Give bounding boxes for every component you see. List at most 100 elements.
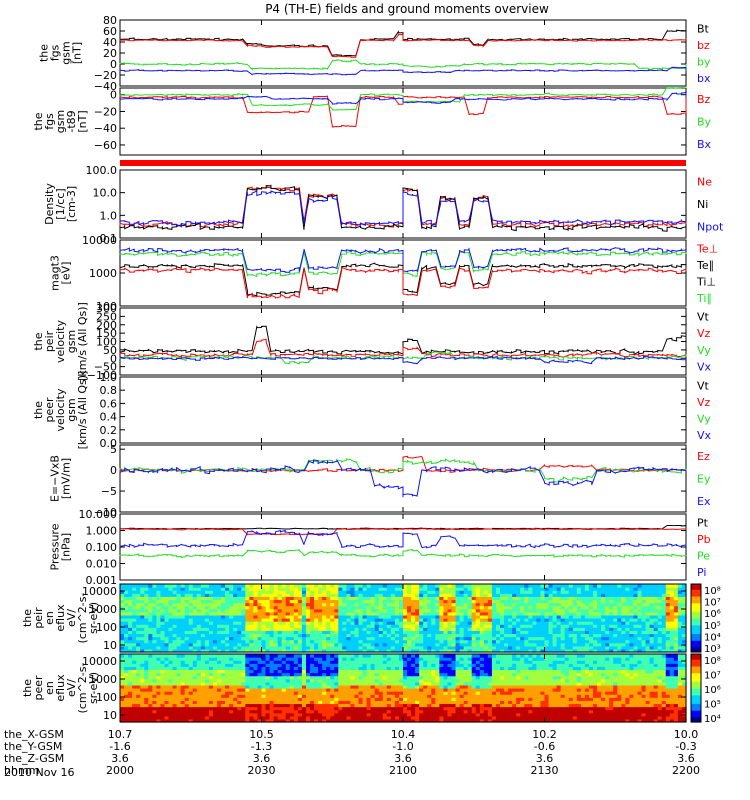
spectrogram-cell [261, 614, 267, 619]
spectrogram-cell [358, 663, 364, 667]
spectrogram-cell [508, 633, 513, 638]
spectrogram-cell [172, 636, 178, 641]
spectrogram-cell [188, 621, 194, 625]
spectrogram-cell [580, 590, 586, 594]
spectrogram-cell [536, 636, 542, 641]
spectrogram-cell [318, 660, 323, 664]
spectrogram-cell [597, 614, 602, 619]
spectrogram-cell [584, 602, 590, 607]
spectrogram-cell [160, 700, 166, 705]
spectrogram-cell [326, 666, 331, 671]
spectrogram-cell [148, 709, 153, 714]
spectrogram-cell [669, 624, 675, 628]
spectrogram-cell [229, 590, 234, 594]
spectrogram-cell [314, 584, 319, 588]
spectrogram-cell [479, 590, 485, 594]
spectrogram-cell [637, 584, 643, 588]
spectrogram-cell [140, 684, 145, 689]
spectrogram-cell [212, 691, 218, 695]
spectrogram-cell [273, 718, 279, 723]
spectrogram-cell [245, 709, 250, 714]
spectrogram-cell [334, 703, 339, 708]
spectrogram-cell [354, 639, 360, 644]
y-tick-label: −60 [94, 139, 117, 152]
spectrogram-cell [601, 621, 606, 625]
spectrogram-cell [467, 584, 473, 588]
spectrogram-cell [544, 596, 550, 601]
spectrogram-cell [556, 636, 562, 641]
spectrogram-cell [532, 614, 538, 619]
spectrogram-cell [120, 605, 125, 610]
spectrogram-cell [245, 630, 250, 635]
spectrogram-cell [301, 663, 307, 667]
spectrogram-cell [378, 618, 384, 622]
spectrogram-cell [221, 608, 226, 613]
spectrogram-cell [148, 642, 153, 647]
spectrogram-cell [152, 593, 157, 597]
y-tick-label: 0.1 [100, 232, 118, 245]
spectrogram-cell [120, 709, 125, 714]
spectrogram-cell [394, 684, 400, 689]
spectrogram-cell [471, 608, 477, 613]
spectrogram-cell [649, 627, 655, 631]
spectrogram-cell [330, 630, 335, 635]
spectrogram-cell [301, 602, 307, 607]
spectrogram-cell [208, 630, 214, 635]
spectrogram-cell [152, 700, 157, 705]
spectrogram-cell [649, 602, 655, 607]
legend-label-pe: Pe [697, 549, 710, 562]
y-tick-label: 5 [110, 443, 117, 456]
spectrogram-cell [362, 593, 368, 597]
spectrogram-cell [657, 648, 663, 653]
spectrogram-cell [394, 691, 400, 695]
spectrogram-cell [374, 621, 380, 625]
spectrogram-cell [180, 654, 186, 658]
spectrogram-cell [528, 584, 533, 588]
spectrogram-cell [625, 636, 630, 641]
spectrogram-cell [564, 602, 570, 607]
spectrogram-cell [269, 605, 275, 610]
series-by-line [119, 59, 687, 71]
spectrogram-cell [241, 678, 246, 683]
spectrogram-cell [265, 648, 271, 653]
spectrogram-cell [148, 614, 153, 619]
spectrogram-cell [548, 636, 554, 641]
y-axis-label-line: the [32, 332, 45, 350]
spectrogram-cell [548, 593, 554, 597]
spectrogram-cell [411, 596, 416, 601]
spectrogram-cell [645, 636, 651, 641]
spectrogram-cell [435, 621, 440, 625]
spectrogram-cell [576, 593, 582, 597]
y-tick-label: 10 [103, 639, 117, 652]
spectrogram-cell [370, 587, 376, 591]
spectrogram-cell [394, 584, 400, 588]
spectrogram-cell [394, 654, 400, 658]
spectrogram-cell [281, 590, 287, 594]
spectrogram-cell [314, 703, 319, 708]
spectrogram-cell [310, 611, 315, 616]
y-tick-label: −5 [101, 485, 117, 498]
spectrogram-cell [204, 587, 210, 591]
spectrogram-cell [467, 611, 473, 616]
series-vt-line [119, 325, 687, 356]
spectrogram-cell [605, 614, 610, 619]
spectrogram-cell [314, 706, 319, 711]
spectrogram-cell [588, 621, 594, 625]
spectrogram-cell [330, 675, 335, 680]
spectrogram-cell [500, 621, 505, 625]
spectrogram-cell [447, 596, 453, 601]
spectrogram-cell [318, 584, 323, 588]
spectrogram-cell [411, 642, 416, 647]
spectrogram-cell [524, 611, 529, 616]
spectrogram-cell [225, 621, 230, 625]
spectrogram-cell [625, 605, 630, 610]
spectrogram-cell [221, 706, 226, 711]
spectrogram-cell [338, 666, 343, 671]
spectrogram-cell [269, 675, 275, 680]
spectrogram-cell [164, 618, 170, 622]
spectrogram-cell [273, 614, 279, 619]
spectrogram-cell [637, 596, 643, 601]
spectrogram-cell [601, 611, 606, 616]
spectrogram-cell [516, 584, 521, 588]
spectrogram-cell [512, 639, 517, 644]
